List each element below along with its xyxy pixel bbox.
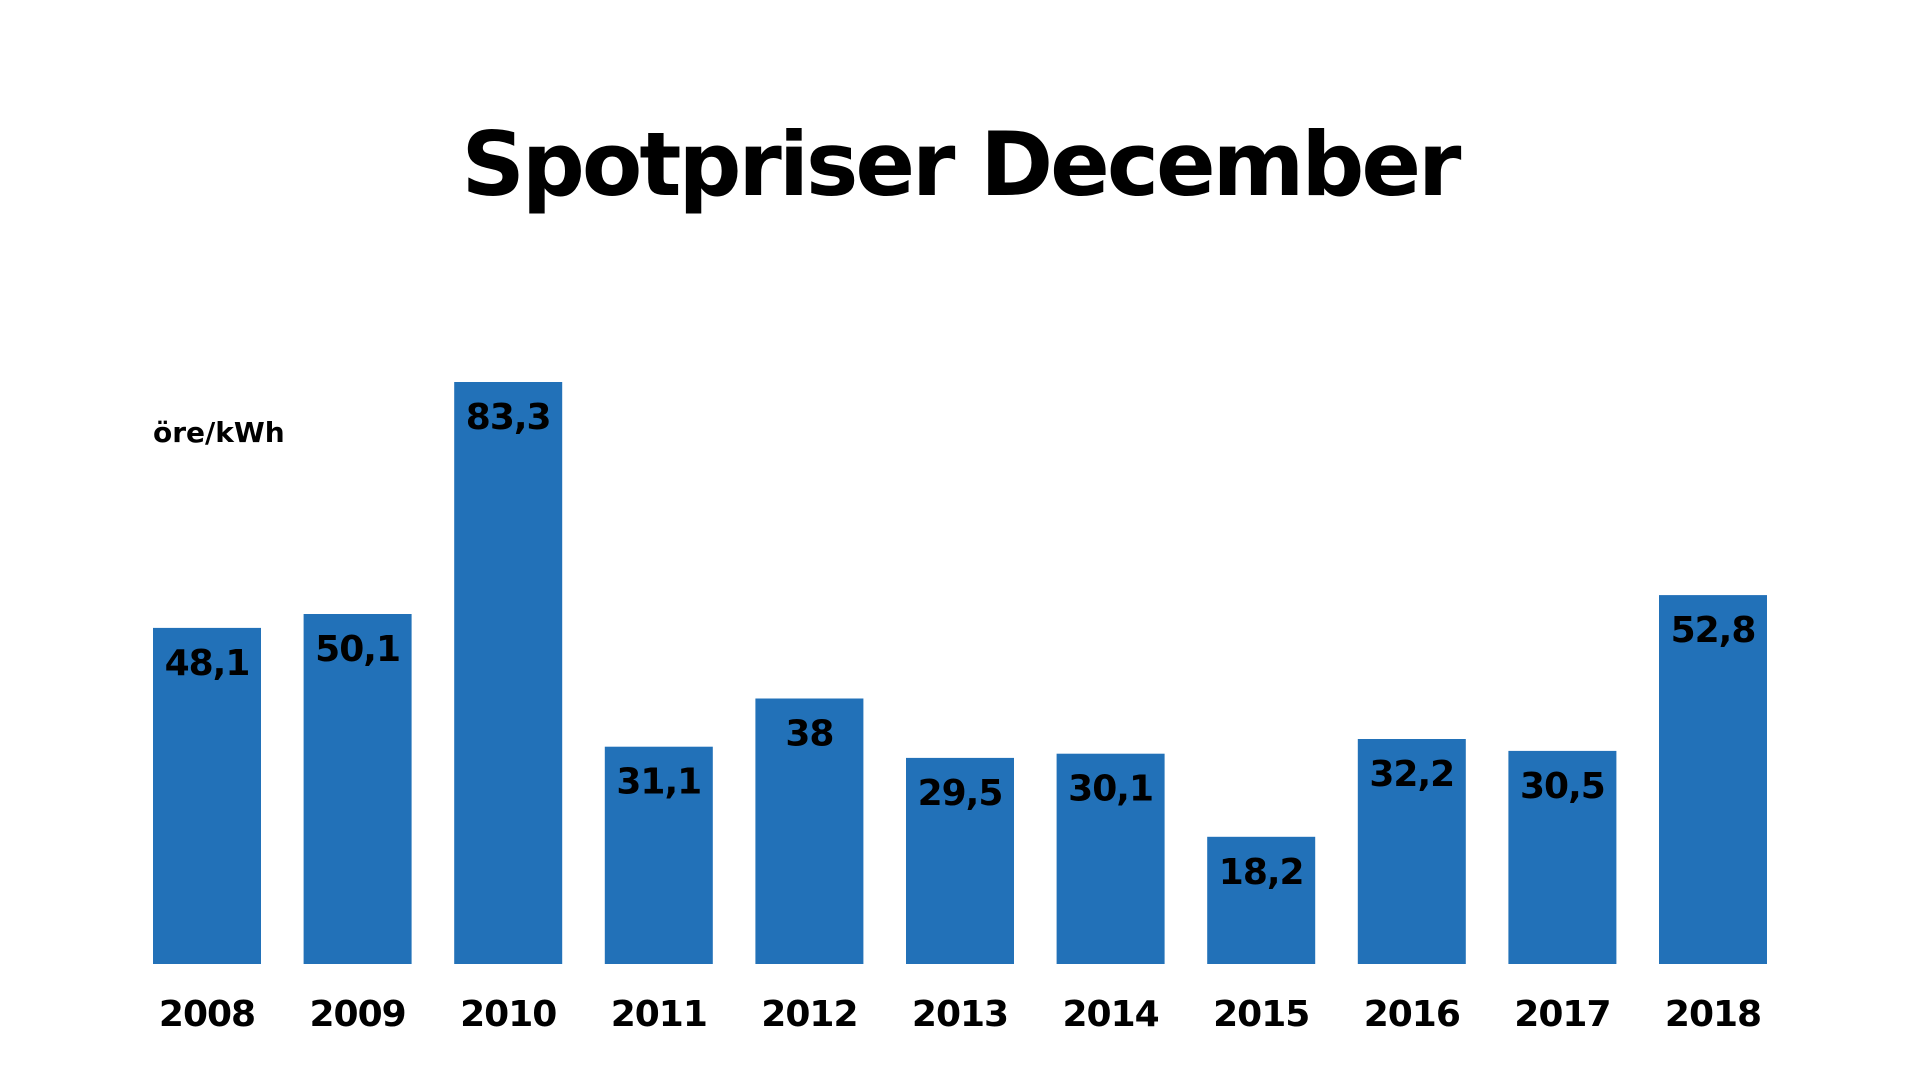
bar-2009	[303, 614, 412, 964]
bar-2008	[153, 627, 261, 964]
value-label-2018: 52,8	[1671, 610, 1756, 651]
x-tick-label-2015: 2015	[1213, 994, 1309, 1035]
x-tick-labels-layer: 2008 2009 2010 2011 2012 2013 2014 2015 2016 2017…	[159, 994, 1762, 1035]
x-tick-label-2008: 2008	[159, 994, 255, 1035]
bar-2014	[1056, 753, 1165, 964]
value-labels-layer: 48,1 50,1 83,3 31,1 38 29,5 30,1 18,2 32,2 30,5 52…	[165, 397, 1757, 893]
value-label-2017: 30,5	[1520, 766, 1605, 807]
value-label-2011: 31,1	[616, 762, 701, 803]
bar-2017	[1508, 750, 1617, 964]
y-unit-label: öre/kWh	[153, 416, 285, 449]
bar-2011	[604, 746, 713, 964]
value-label-2009: 50,1	[315, 629, 400, 670]
value-label-2015: 18,2	[1219, 852, 1304, 893]
x-tick-label-2011: 2011	[611, 994, 707, 1035]
x-tick-label-2014: 2014	[1062, 994, 1158, 1035]
x-tick-label-2012: 2012	[761, 994, 857, 1035]
bar-2010	[454, 382, 563, 964]
value-label-2012: 38	[785, 714, 833, 755]
value-label-2014: 30,1	[1068, 769, 1153, 810]
value-label-2016: 32,2	[1369, 754, 1454, 795]
bar-2016	[1357, 739, 1466, 964]
x-tick-label-2018: 2018	[1665, 994, 1761, 1035]
bar-2018	[1659, 595, 1767, 964]
bar-2013	[906, 757, 1014, 964]
value-label-2010: 83,3	[466, 397, 551, 438]
x-tick-label-2013: 2013	[912, 994, 1008, 1035]
value-label-2013: 29,5	[918, 773, 1003, 814]
x-tick-label-2016: 2016	[1364, 994, 1460, 1035]
value-label-2008: 48,1	[165, 643, 250, 684]
bar-2012	[755, 698, 864, 964]
x-tick-label-2010: 2010	[460, 994, 556, 1035]
x-tick-label-2017: 2017	[1514, 994, 1610, 1035]
chart-title: Spotpriser December	[462, 113, 1462, 216]
bars-layer	[153, 382, 1767, 964]
x-tick-label-2009: 2009	[309, 994, 405, 1035]
bar-2015	[1207, 836, 1316, 964]
